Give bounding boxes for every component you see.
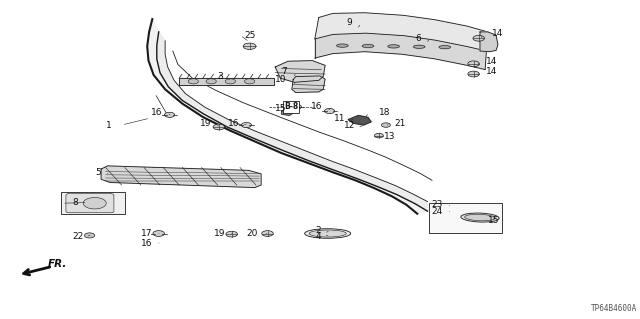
Text: 6: 6 [415,34,421,43]
Text: 3: 3 [217,72,223,81]
Circle shape [241,122,252,128]
Ellipse shape [362,44,374,48]
Text: 5: 5 [95,168,101,177]
Circle shape [262,231,273,236]
Circle shape [324,108,335,114]
Ellipse shape [305,229,351,238]
Circle shape [468,61,479,67]
Circle shape [225,79,236,84]
Text: 14: 14 [486,67,498,76]
Polygon shape [179,78,274,85]
Text: 17: 17 [141,229,152,238]
Text: 13: 13 [384,132,396,141]
Text: 14: 14 [486,57,498,66]
Circle shape [164,112,175,117]
Ellipse shape [337,44,348,47]
Text: 23: 23 [431,200,443,209]
Text: 16: 16 [151,108,163,117]
Text: 25: 25 [244,31,255,40]
Bar [429,203,502,233]
Text: 24: 24 [431,207,443,216]
Ellipse shape [465,214,495,221]
Polygon shape [147,19,428,214]
FancyBboxPatch shape [61,192,125,214]
Ellipse shape [413,45,425,48]
Text: 15: 15 [275,104,287,113]
Polygon shape [275,61,325,82]
Circle shape [206,79,216,84]
Circle shape [83,197,106,209]
Polygon shape [315,13,488,51]
Circle shape [381,123,390,127]
Polygon shape [157,32,428,211]
Circle shape [291,104,301,109]
FancyBboxPatch shape [66,194,114,213]
Circle shape [473,35,484,41]
Text: 16: 16 [311,102,323,111]
Text: 16: 16 [228,119,239,128]
Text: 16: 16 [141,239,152,248]
Text: 4: 4 [316,232,321,241]
Text: 7: 7 [281,67,287,76]
Circle shape [213,124,225,130]
Text: FR.: FR. [48,259,67,269]
Text: 20: 20 [246,229,257,238]
Circle shape [84,233,95,238]
Polygon shape [292,76,325,93]
Circle shape [468,71,479,77]
Text: 14: 14 [492,29,503,38]
Polygon shape [315,33,486,70]
Text: 18: 18 [379,108,390,117]
Ellipse shape [461,213,499,222]
Text: 10: 10 [275,75,287,84]
Circle shape [188,79,198,84]
Text: TP64B4600A: TP64B4600A [591,304,637,313]
Text: 19: 19 [200,119,211,128]
Text: 2: 2 [316,226,321,235]
Text: 21: 21 [394,119,406,128]
Circle shape [243,43,256,49]
Text: B-8: B-8 [284,102,298,111]
Text: 19: 19 [214,229,225,238]
Polygon shape [282,108,294,115]
Text: 9: 9 [346,19,352,27]
Text: 1: 1 [106,121,112,130]
Text: 22: 22 [72,232,83,241]
Text: 8: 8 [72,198,78,207]
Text: 11: 11 [334,114,346,122]
Ellipse shape [439,46,451,49]
Ellipse shape [388,45,399,48]
Text: 15: 15 [488,216,499,225]
Polygon shape [348,115,371,125]
Circle shape [226,231,237,237]
Text: 12: 12 [344,121,355,130]
Circle shape [244,79,255,84]
Ellipse shape [309,230,346,237]
Polygon shape [480,32,498,52]
Polygon shape [101,166,261,188]
Circle shape [374,133,383,138]
Circle shape [153,231,164,236]
